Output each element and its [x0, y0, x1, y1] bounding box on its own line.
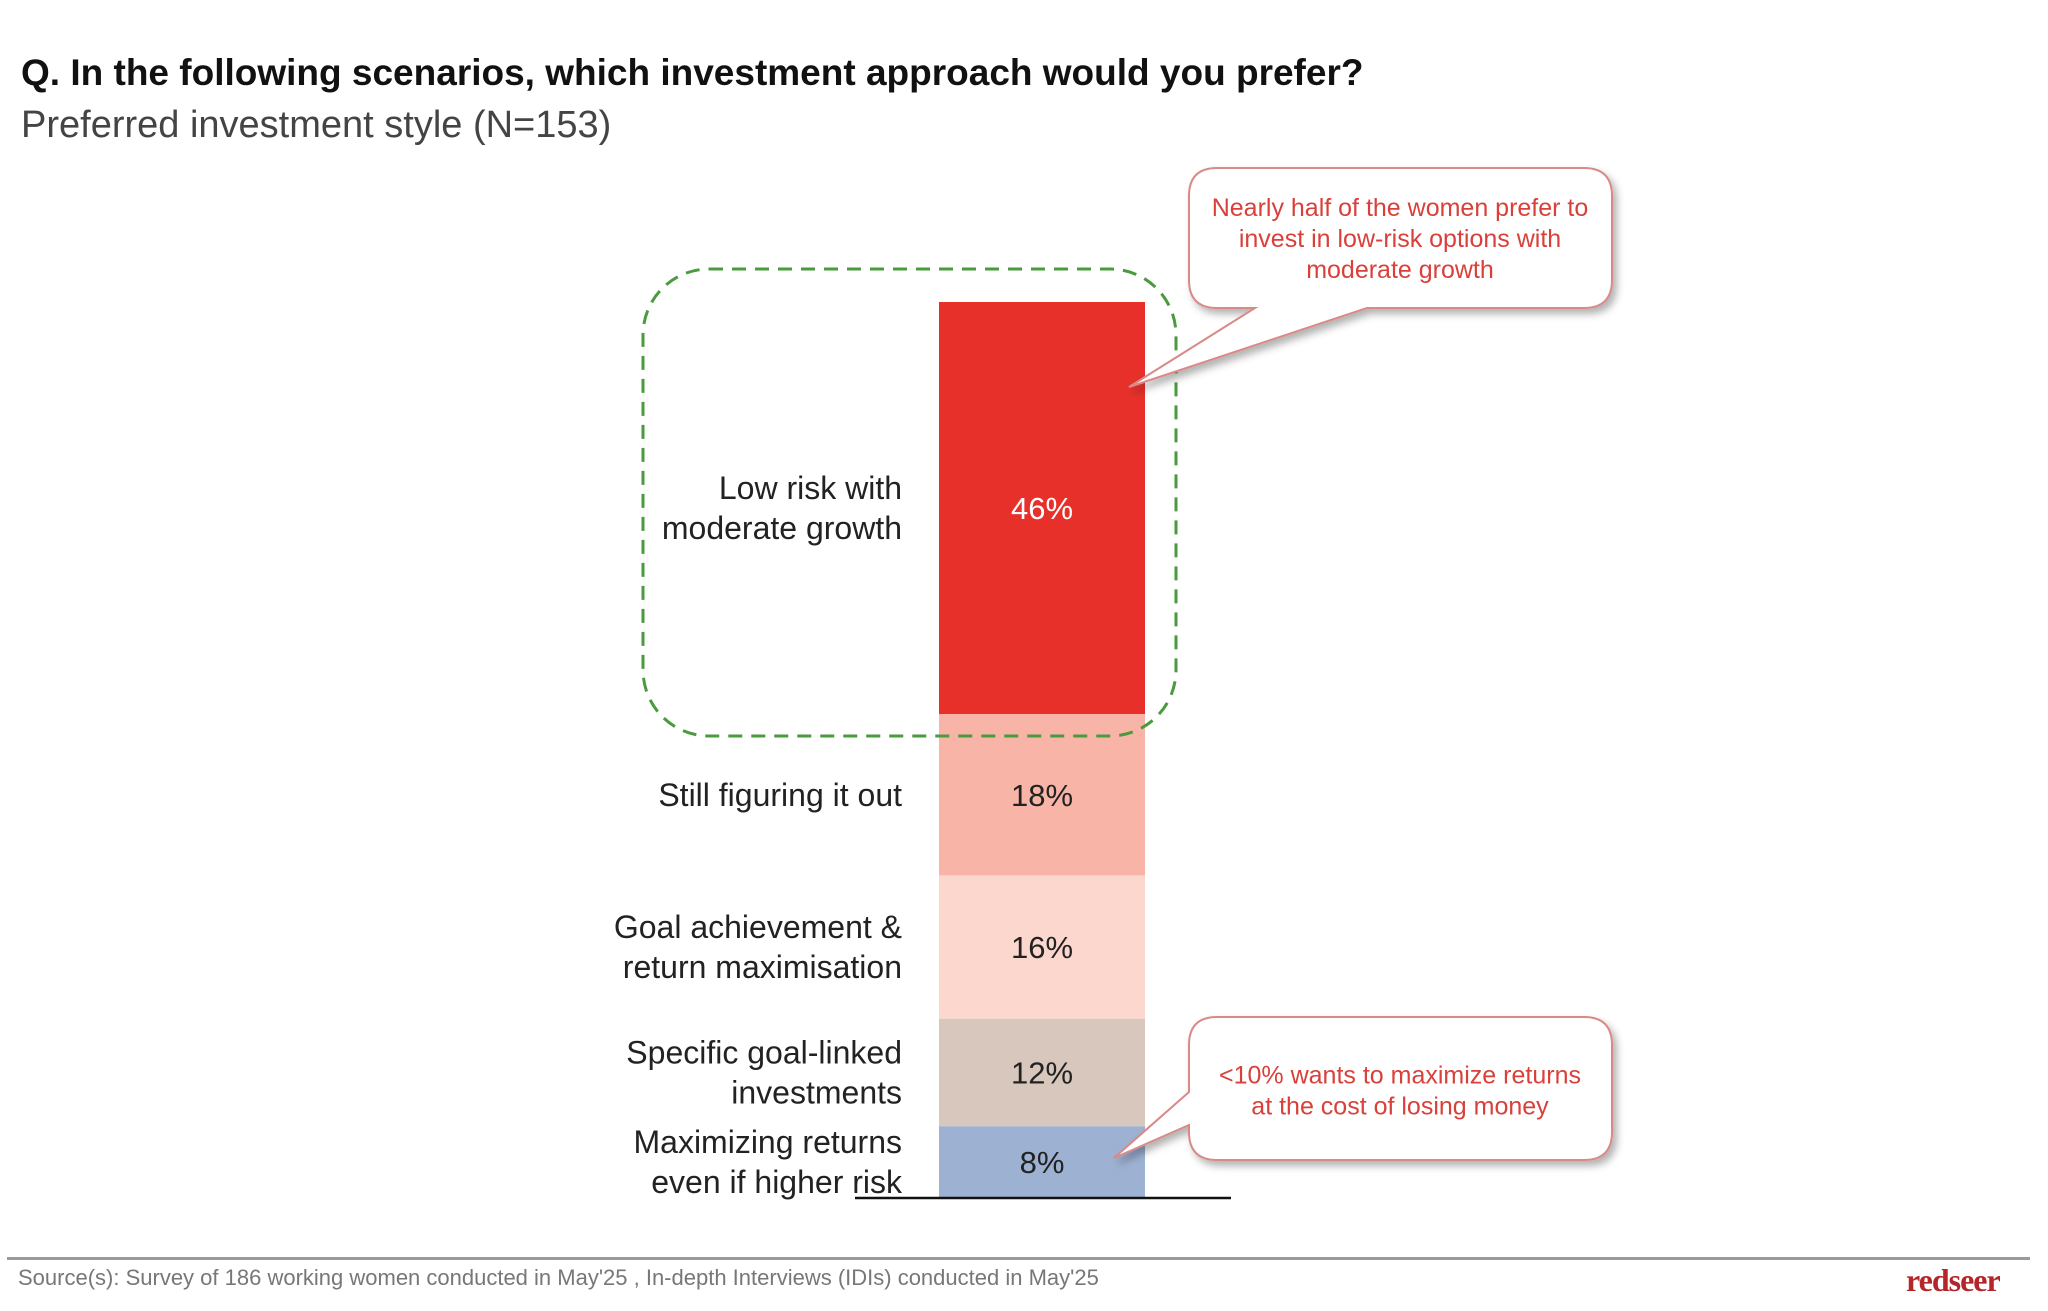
callout-low-risk [1128, 167, 1613, 388]
footer-divider [7, 1257, 2030, 1260]
value-label: 18% [1011, 778, 1073, 813]
redseer-logo: redseer [1906, 1262, 2001, 1298]
category-label: investments [731, 1075, 902, 1111]
bar-segment [939, 714, 1145, 876]
annotation-text: invest in low-risk options with [1239, 225, 1561, 253]
annotation-text: <10% wants to maximize returns [1219, 1062, 1581, 1090]
category-label: moderate growth [662, 510, 902, 546]
category-label: Maximizing returns [633, 1124, 902, 1160]
bar-segment [939, 1126, 1145, 1198]
annotation-text: at the cost of losing money [1251, 1093, 1549, 1121]
category-label: Goal achievement & [614, 909, 902, 945]
category-label: Specific goal-linked [626, 1035, 902, 1071]
annotation-text: Nearly half of the women prefer to [1212, 194, 1589, 222]
value-label: 12% [1011, 1056, 1073, 1091]
category-label: return maximisation [623, 949, 902, 985]
annotation-text: moderate growth [1306, 256, 1494, 284]
category-label: Low risk with [719, 470, 902, 506]
bar-segment [939, 1018, 1145, 1127]
value-label: 8% [1020, 1145, 1065, 1180]
bar-segment [939, 875, 1145, 1019]
category-label: Still figuring it out [658, 777, 902, 813]
value-label: 46% [1011, 491, 1073, 526]
callout-max-returns [1113, 1016, 1613, 1161]
category-label: even if higher risk [651, 1164, 903, 1200]
source-note: Source(s): Survey of 186 working women c… [18, 1265, 1099, 1290]
value-label: 16% [1011, 930, 1073, 965]
highlight-dashed-box [641, 267, 1178, 738]
bar-segment [939, 302, 1145, 715]
chart-title: Q. In the following scenarios, which inv… [21, 52, 1364, 93]
chart-subtitle: Preferred investment style (N=153) [21, 104, 612, 146]
